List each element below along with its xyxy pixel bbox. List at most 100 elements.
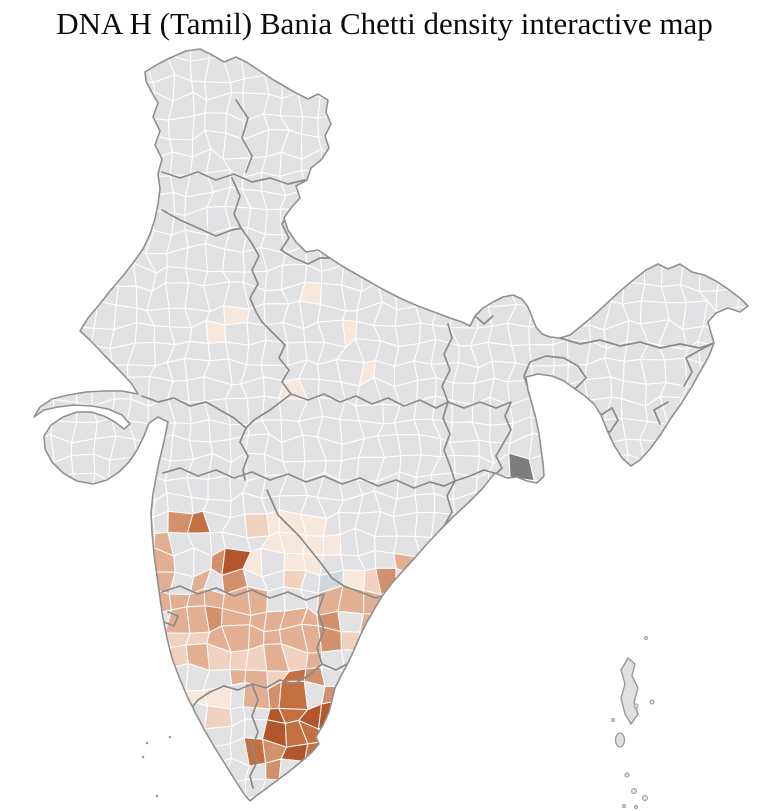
district-cell[interactable] [316,778,342,801]
district-cell[interactable] [698,212,726,235]
district-cell[interactable] [50,320,78,348]
district-cell[interactable] [449,303,479,329]
district-cell[interactable] [108,626,138,647]
district-cell[interactable] [699,401,723,422]
district-cell[interactable] [39,91,58,120]
district-cell[interactable] [758,149,769,178]
district-cell[interactable] [449,550,478,577]
district-cell[interactable] [510,170,533,188]
district-cell[interactable] [261,37,283,63]
district-cell[interactable] [735,117,760,141]
district-cell[interactable] [91,585,112,610]
district-cell[interactable] [457,269,480,292]
district-cell[interactable] [431,395,453,424]
district-cell[interactable] [738,531,761,554]
district-cell[interactable] [608,529,625,559]
district-cell[interactable] [36,719,61,747]
district-cell[interactable] [413,760,440,786]
district-cell[interactable] [639,738,666,760]
district-cell[interactable] [109,724,129,745]
district-cell[interactable] [432,780,457,805]
district-cell[interactable] [546,629,569,654]
district-cell[interactable] [129,37,152,65]
district-cell[interactable] [392,512,418,537]
district-cell[interactable] [487,495,513,513]
district-cell[interactable] [525,72,553,96]
district-cell[interactable] [394,210,422,232]
district-cell[interactable] [742,719,761,745]
district-cell[interactable] [754,744,769,763]
district-cell[interactable] [741,517,762,536]
district-cell[interactable] [70,186,98,210]
district-cell[interactable] [396,434,422,457]
district-cell[interactable] [719,573,745,596]
district-cell[interactable] [450,766,474,787]
district-cell[interactable] [549,56,574,84]
island[interactable] [168,735,172,739]
district-cell[interactable] [449,60,476,82]
district-cell[interactable] [718,460,746,481]
district-cell[interactable] [493,265,509,288]
district-cell[interactable] [667,568,686,592]
district-cell[interactable] [525,230,553,254]
district-cell[interactable] [33,475,61,501]
district-cell[interactable] [75,173,95,196]
district-cell[interactable] [684,795,700,811]
district-cell[interactable] [127,471,156,502]
district-cell[interactable] [413,646,435,673]
district-cell[interactable] [703,667,724,689]
district-cell[interactable] [411,556,437,576]
district-cell[interactable] [449,570,478,593]
district-cell[interactable] [552,170,575,193]
district-cell[interactable] [394,40,416,64]
district-cell[interactable] [678,547,707,571]
district-cell[interactable] [586,419,606,444]
district-cell[interactable] [22,703,42,724]
district-cell[interactable] [531,379,552,399]
district-cell[interactable] [17,778,37,803]
district-cell[interactable] [53,186,77,213]
district-cell[interactable] [724,59,739,74]
district-cell[interactable] [78,573,94,594]
district-cell[interactable] [322,533,342,556]
district-cell[interactable] [658,604,689,631]
district-cell[interactable] [582,133,607,157]
district-cell[interactable] [71,604,98,629]
district-cell[interactable] [720,517,745,533]
district-cell[interactable] [110,495,131,515]
district-cell[interactable] [54,150,77,175]
district-cell[interactable] [589,167,608,194]
district-cell[interactable] [667,423,682,443]
district-cell[interactable] [735,148,764,174]
island[interactable] [649,699,655,705]
district-cell[interactable] [455,780,480,805]
district-cell[interactable] [602,556,630,577]
district-cell[interactable] [546,534,574,559]
district-cell[interactable] [507,264,536,292]
district-cell[interactable] [550,567,573,592]
district-cell[interactable] [72,93,97,113]
district-cell[interactable] [492,212,517,232]
district-cell[interactable] [660,225,685,255]
district-cell[interactable] [621,528,644,559]
district-cell[interactable] [361,243,381,274]
district-cell[interactable] [129,116,153,141]
district-cell[interactable] [204,112,227,134]
district-cell[interactable] [35,665,61,692]
district-cell[interactable] [450,741,474,768]
district-cell[interactable] [35,36,53,64]
district-cell[interactable] [719,549,745,576]
district-cell[interactable] [52,492,78,520]
district-cell[interactable] [602,775,632,801]
district-cell[interactable] [507,760,537,787]
district-cell[interactable] [434,229,457,253]
district-cell[interactable] [660,551,687,575]
district-cell[interactable] [126,739,156,767]
district-cell[interactable] [639,92,663,118]
district-cell[interactable] [361,762,379,786]
district-cell[interactable] [89,533,116,553]
district-cell[interactable] [470,700,496,729]
district-cell[interactable] [221,795,248,811]
district-cell[interactable] [760,532,769,553]
district-cell[interactable] [132,611,155,631]
